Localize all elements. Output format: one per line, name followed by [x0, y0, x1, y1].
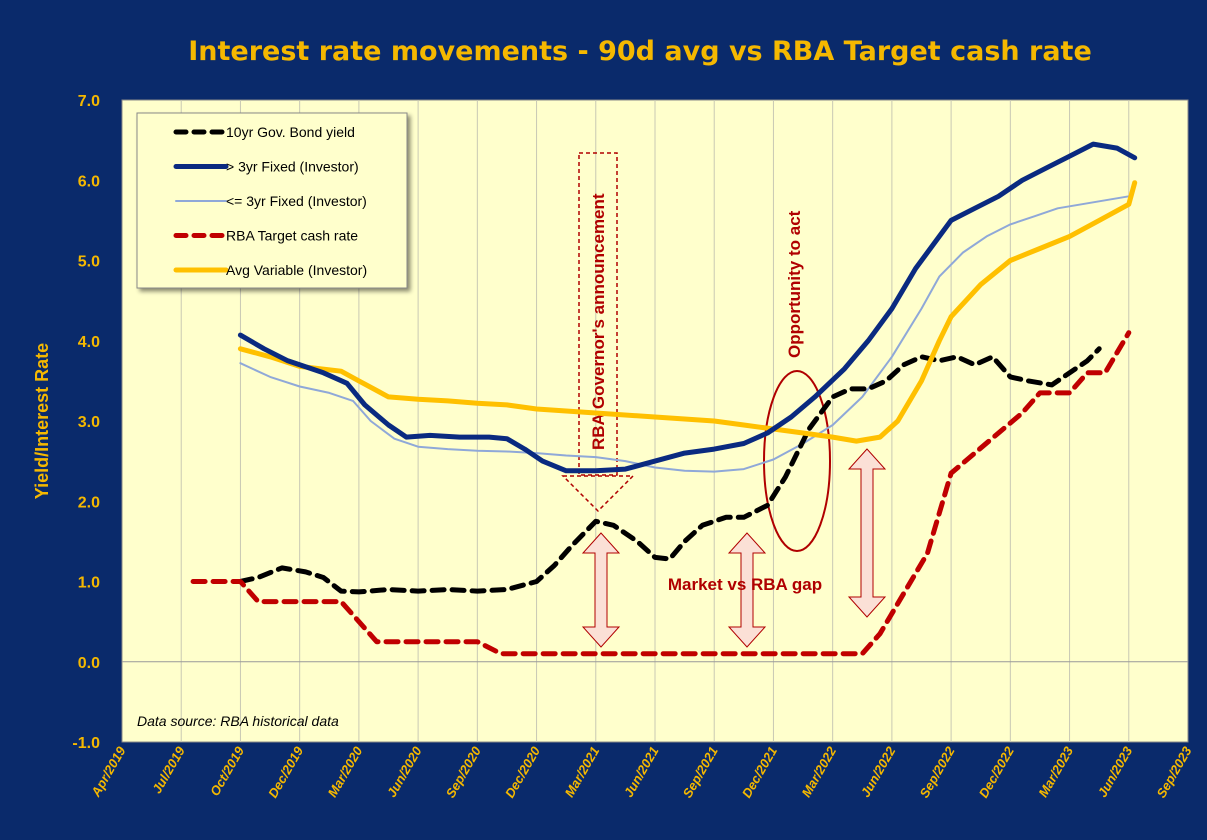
x-tick-label: Mar/2020: [325, 743, 366, 799]
x-tick-label: Dec/2019: [265, 743, 307, 800]
chart-title: Interest rate movements - 90d avg vs RBA…: [188, 36, 1092, 67]
series-line-3: [190, 330, 1132, 657]
legend-label-4: Avg Variable (Investor): [226, 262, 367, 278]
opportunity-label: Opportunity to act: [785, 210, 804, 358]
governor-annotation-label: RBA Governor's announcement: [589, 193, 608, 450]
legend-label-3: RBA Target cash rate: [226, 228, 358, 244]
opportunity-annotation: Opportunity to act: [763, 210, 831, 552]
legend-label-0: 10yr Gov. Bond yield: [226, 124, 355, 140]
x-tick-label: Oct/2019: [207, 743, 247, 798]
governor-annotation-arrowhead: [561, 475, 635, 513]
x-tick-label: Sep/2022: [917, 743, 959, 800]
series-line-0: [237, 346, 1102, 595]
legend-label-2: <= 3yr Fixed (Investor): [226, 193, 367, 209]
gap-arrow-2: [727, 532, 767, 648]
x-tick-label: Jul/2019: [149, 743, 188, 796]
x-tick-label: Jun/2022: [858, 743, 899, 799]
y-tick-label: -1.0: [72, 735, 100, 752]
y-tick-label: 4.0: [78, 334, 100, 351]
gap-annotation: Market vs RBA gap: [581, 448, 887, 648]
y-tick-label: 6.0: [78, 173, 100, 190]
series-lines: [190, 141, 1138, 657]
opportunity-ellipse: [763, 370, 831, 552]
governor-annotation-box: [578, 152, 618, 476]
x-tick-label: Mar/2023: [1035, 743, 1076, 799]
x-tick-label: Sep/2023: [1153, 743, 1195, 800]
x-tick-label: Jun/2023: [1095, 743, 1136, 799]
x-tick-label: Sep/2021: [680, 744, 721, 800]
gap-arrow-3: [847, 448, 887, 618]
x-tick-label: Dec/2021: [739, 744, 780, 800]
y-tick-label: 1.0: [78, 575, 100, 592]
y-axis-label: Yield/Interest Rate: [32, 343, 52, 499]
gap-arrow-1: [581, 532, 621, 648]
x-tick-label: Dec/2020: [502, 743, 544, 800]
x-tick-label: Sep/2020: [443, 743, 485, 800]
y-axis-ticks: 7.0 6.0 5.0 4.0 3.0 2.0 1.0 0.0 -1.0: [72, 93, 100, 752]
series-line-1: [237, 141, 1138, 474]
y-tick-label: 0.0: [78, 655, 100, 672]
gap-label: Market vs RBA gap: [668, 575, 822, 594]
data-source-note: Data source: RBA historical data: [137, 713, 339, 729]
y-tick-label: 5.0: [78, 254, 100, 271]
x-tick-label: Dec/2022: [976, 743, 1018, 800]
y-tick-label: 3.0: [78, 414, 100, 431]
x-tick-label: Mar/2022: [798, 743, 839, 799]
legend-items: 10yr Gov. Bond yield > 3yr Fixed (Investo…: [173, 124, 367, 278]
governor-annotation: RBA Governor's announcement: [561, 152, 635, 513]
legend: 10yr Gov. Bond yield > 3yr Fixed (Investo…: [136, 112, 408, 289]
x-tick-label: Jun/2020: [384, 743, 425, 799]
x-tick-label: Jun/2021: [621, 744, 662, 800]
y-tick-label: 7.0: [78, 93, 100, 110]
series-line-2: [239, 195, 1130, 473]
legend-label-1: > 3yr Fixed (Investor): [226, 159, 359, 175]
y-tick-label: 2.0: [78, 494, 100, 511]
x-tick-label: Mar/2021: [562, 744, 603, 800]
x-axis-ticks: Apr/2019 Jul/2019 Oct/2019 Dec/2019 Mar/2020…: [88, 743, 1195, 800]
